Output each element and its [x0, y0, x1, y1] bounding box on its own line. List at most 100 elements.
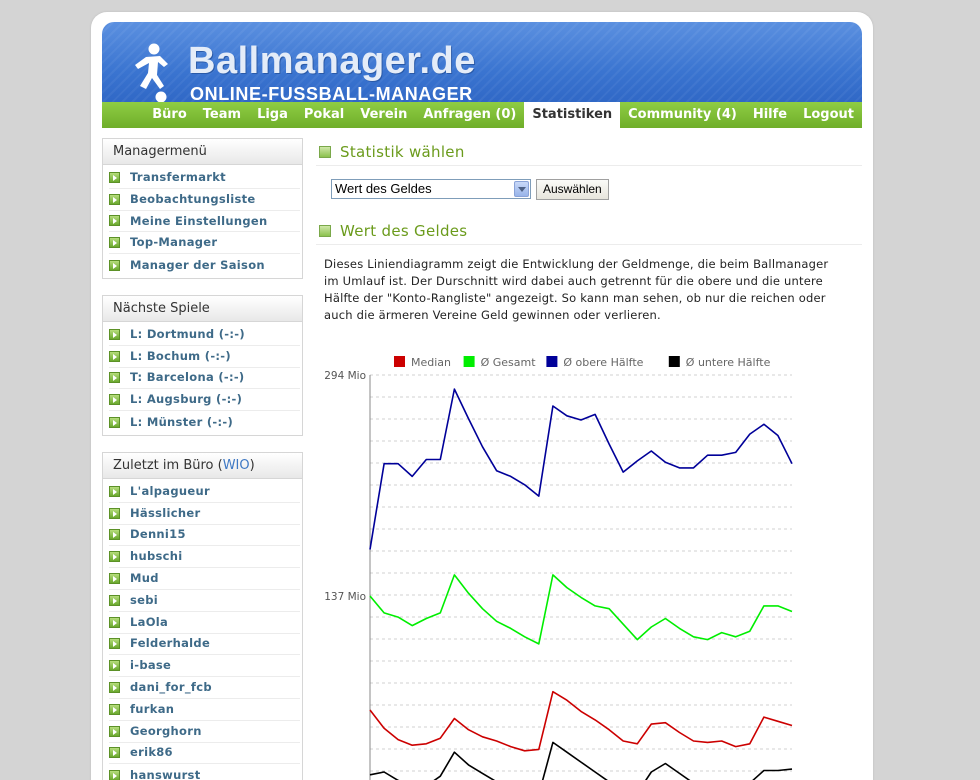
recent-visitor-link[interactable]: Felderhalde — [130, 636, 211, 651]
money-line-chart: 294 Mio 137 Mio Median Ø Gesamt Ø obere Hälf… — [324, 356, 793, 780]
arrow-bullet-icon — [109, 328, 120, 340]
arrow-bullet-icon — [109, 725, 120, 737]
recent-visitor-link[interactable]: LaOla — [130, 614, 169, 629]
managermenu-item[interactable]: Meine Einstellungen — [109, 211, 300, 233]
next-games-box: Nächste Spiele L: Dortmund (-:-) L: Bochu… — [102, 294, 303, 436]
next-games-title: Nächste Spiele — [103, 295, 302, 322]
nav-item-statistiken[interactable]: Statistiken — [524, 102, 621, 128]
stat-select[interactable]: Wert des Geldes — [331, 179, 531, 199]
next-game-link[interactable]: T: Barcelona (-:-) — [130, 370, 245, 385]
recent-visitor-item[interactable]: hubschi — [109, 546, 300, 569]
nav-item-liga[interactable]: Liga — [257, 107, 288, 122]
managermenu-item[interactable]: Beobachtungsliste — [109, 189, 300, 211]
site-logo-text[interactable]: Ballmanager.de — [188, 40, 476, 82]
nav-item-büro[interactable]: Büro — [152, 107, 187, 122]
nav-item-verein[interactable]: Verein — [360, 107, 408, 122]
recent-visitor-link[interactable]: hubschi — [130, 549, 183, 564]
legend-label: Ø untere Hälfte — [686, 356, 771, 369]
page-container: Ballmanager.de ONLINE-FUSSBALL-MANAGER B… — [91, 12, 873, 780]
recent-visitor-link[interactable]: sebi — [130, 592, 159, 607]
recent-visitor-item[interactable]: LaOla — [109, 612, 300, 634]
next-game-item[interactable]: L: Münster (-:-) — [109, 411, 300, 433]
next-game-item[interactable]: L: Bochum (-:-) — [109, 346, 300, 368]
arrow-bullet-icon — [109, 573, 120, 585]
recent-visitor-item[interactable]: sebi — [109, 590, 300, 612]
next-game-link[interactable]: L: Dortmund (-:-) — [130, 326, 245, 341]
arrow-bullet-icon — [109, 215, 120, 227]
managermenu-item[interactable]: Top-Manager — [109, 232, 300, 255]
recent-title-prefix: Zuletzt im Büro ( — [113, 457, 223, 473]
arrow-bullet-icon — [109, 616, 120, 628]
arrow-bullet-icon — [109, 171, 120, 183]
recent-visitor-link[interactable]: L'alpagueur — [130, 483, 210, 498]
arrow-bullet-icon — [109, 259, 120, 271]
main-content: Statistik wählen Wert des Geldes Auswähl… — [316, 138, 862, 780]
recent-visitor-item[interactable]: Mud — [109, 568, 300, 590]
legend-swatch — [394, 356, 405, 367]
managermenu-title: Managermenü — [103, 139, 302, 165]
recent-visitors-list: L'alpagueur Hässlicher Denni15 hubschi Mud se… — [103, 479, 302, 780]
managermenu-link[interactable]: Meine Einstellungen — [130, 213, 268, 228]
recent-visitor-link[interactable]: dani_for_fcb — [130, 680, 212, 695]
recent-visitor-link[interactable]: Denni15 — [130, 527, 186, 542]
next-game-item[interactable]: L: Augsburg (-:-) — [109, 389, 300, 412]
next-game-item[interactable]: T: Barcelona (-:-) — [109, 368, 300, 390]
arrow-bullet-icon — [109, 594, 120, 606]
legend-label: Ø obere Hälfte — [563, 356, 643, 369]
recent-visitor-item[interactable]: hanswurst — [109, 764, 300, 780]
nav-item-community-4[interactable]: Community (4) — [628, 107, 737, 122]
stat-select-row: Wert des Geldes Auswählen — [331, 178, 862, 200]
nav-item-logout[interactable]: Logout — [803, 107, 854, 122]
recent-visitor-link[interactable]: Hässlicher — [130, 505, 201, 520]
recent-visitor-link[interactable]: erik86 — [130, 745, 173, 760]
recent-visitor-link[interactable]: Georghorn — [130, 723, 202, 738]
arrow-bullet-icon — [109, 485, 120, 497]
arrow-bullet-icon — [109, 507, 120, 519]
arrow-bullet-icon — [109, 682, 120, 694]
wio-link[interactable]: WIO — [222, 457, 250, 473]
sidebar: Managermenü Transfermarkt Beobachtungslis… — [102, 138, 303, 780]
managermenu-item[interactable]: Manager der Saison — [109, 254, 300, 276]
nav-item-hilfe[interactable]: Hilfe — [752, 107, 788, 122]
heading-square-icon — [319, 145, 331, 158]
recent-visitor-item[interactable]: dani_for_fcb — [109, 677, 300, 699]
recent-visitor-item[interactable]: i-base — [109, 655, 300, 678]
recent-visitor-link[interactable]: furkan — [130, 701, 175, 716]
managermenu-box: Managermenü Transfermarkt Beobachtungslis… — [102, 138, 303, 279]
recent-visitor-item[interactable]: erik86 — [109, 743, 300, 765]
arrow-bullet-icon — [109, 529, 120, 541]
banner-pattern — [102, 22, 862, 114]
nav-item-pokal[interactable]: Pokal — [303, 107, 345, 122]
recent-visitor-link[interactable]: i-base — [130, 658, 172, 673]
next-game-link[interactable]: L: Augsburg (-:-) — [130, 392, 243, 407]
recent-visitor-link[interactable]: Mud — [130, 571, 159, 586]
arrow-bullet-icon — [109, 394, 120, 406]
recent-visitor-item[interactable]: furkan — [109, 699, 300, 721]
select-submit-button[interactable]: Auswählen — [536, 178, 609, 200]
legend-swatch — [668, 356, 680, 367]
choose-stat-title: Statistik wählen — [340, 142, 465, 161]
nav-item-team[interactable]: Team — [202, 107, 242, 122]
recent-visitor-item[interactable]: Denni15 — [109, 525, 300, 547]
next-game-item[interactable]: L: Dortmund (-:-) — [109, 324, 300, 346]
chart-line-obere-hälfte — [369, 388, 793, 550]
recent-visitor-item[interactable]: Felderhalde — [109, 634, 300, 656]
heading-square-icon — [319, 224, 331, 237]
managermenu-item[interactable]: Transfermarkt — [109, 167, 300, 189]
recent-visitor-link[interactable]: hanswurst — [130, 767, 201, 780]
recent-visitor-item[interactable]: Georghorn — [109, 721, 300, 743]
next-game-link[interactable]: L: Bochum (-:-) — [130, 348, 231, 363]
nav-item-anfragen-0[interactable]: Anfragen (0) — [423, 107, 517, 122]
legend-label: Ø Gesamt — [481, 356, 537, 369]
managermenu-link[interactable]: Beobachtungsliste — [130, 191, 256, 206]
managermenu-link[interactable]: Transfermarkt — [130, 169, 226, 184]
managermenu-link[interactable]: Top-Manager — [130, 235, 218, 250]
recent-visitor-item[interactable]: L'alpagueur — [109, 481, 300, 503]
dropdown-arrow-icon[interactable] — [514, 181, 529, 197]
recent-visitor-item[interactable]: Hässlicher — [109, 503, 300, 525]
site-tagline: ONLINE-FUSSBALL-MANAGER — [190, 84, 473, 104]
soccer-player-icon[interactable] — [124, 42, 178, 104]
arrow-bullet-icon — [109, 416, 120, 428]
next-game-link[interactable]: L: Münster (-:-) — [130, 414, 234, 429]
managermenu-link[interactable]: Manager der Saison — [130, 257, 265, 272]
